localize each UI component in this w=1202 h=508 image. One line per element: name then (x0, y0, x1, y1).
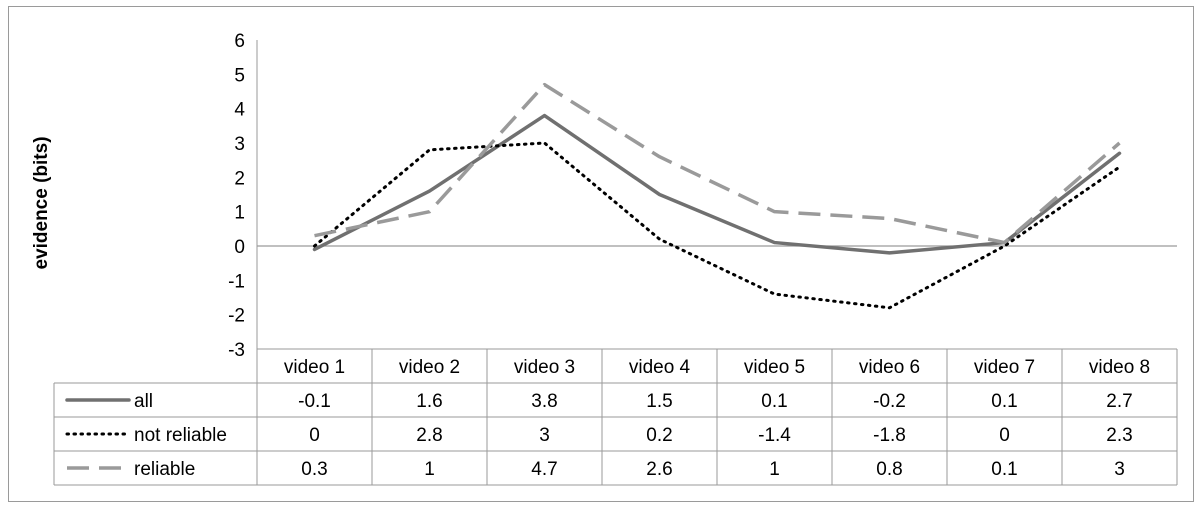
y-tick-label: -1 (228, 271, 245, 292)
series-line-reliable (314, 82, 1121, 245)
table-cell-value: 0.1 (761, 391, 787, 412)
category-label: video 1 (284, 357, 345, 378)
table-cell-value: 3 (539, 425, 550, 446)
y-tick-label: 4 (234, 100, 245, 121)
table-cell-value: -1.4 (758, 425, 791, 446)
table-cell-value: -1.8 (873, 425, 906, 446)
legend-label: reliable (134, 459, 195, 480)
table-cell-value: 0.3 (301, 459, 327, 480)
category-label: video 8 (1089, 357, 1150, 378)
y-tick-label: 5 (234, 65, 245, 86)
y-tick-label: -3 (228, 340, 245, 361)
table-cell-value: 3.8 (531, 391, 557, 412)
category-label: video 7 (974, 357, 1035, 378)
legend-label: all (134, 391, 153, 412)
category-label: video 5 (744, 357, 805, 378)
category-label: video 4 (629, 357, 691, 378)
table-cell-value: 2.7 (1106, 391, 1132, 412)
table-cell-value: 2.3 (1106, 425, 1132, 446)
series-line-all (312, 113, 1122, 255)
table-cell-value: 0.8 (876, 459, 902, 480)
y-tick-label: 2 (234, 168, 245, 189)
table-cell-value: 0.1 (991, 459, 1017, 480)
table-cell-value: -0.1 (298, 391, 331, 412)
y-axis-label: evidence (bits) (31, 136, 52, 269)
table-cell-value: 1 (424, 459, 435, 480)
category-label: video 6 (859, 357, 920, 378)
table-cell-value: 2.6 (646, 459, 672, 480)
legend-label: not reliable (134, 425, 227, 446)
category-label: video 2 (399, 357, 460, 378)
y-tick-label: 1 (234, 203, 245, 224)
y-tick-label: -2 (228, 306, 245, 327)
table-cell-value: 0.1 (991, 391, 1017, 412)
category-label: video 3 (514, 357, 575, 378)
table-cell-value: 2.8 (416, 425, 442, 446)
table-cell-value: 0 (999, 425, 1010, 446)
y-tick-label: 6 (234, 31, 245, 52)
series-line-not-reliable (313, 141, 1121, 310)
table-cell-value: 3 (1114, 459, 1125, 480)
data-table: video 1 video 2 video 3 video 4 video 5 video… (53, 348, 1178, 486)
table-cell-value: 0 (309, 425, 320, 446)
table-cell-value: 1.6 (416, 391, 442, 412)
y-tick-label: 3 (234, 134, 245, 155)
table-cell-value: 4.7 (531, 459, 557, 480)
series-lines (312, 82, 1122, 310)
y-tick-label: 0 (234, 237, 245, 258)
table-cell-value: 1 (769, 459, 780, 480)
table-cell-value: 0.2 (646, 425, 672, 446)
chart-frame: evidence (bits) 6 5 4 3 2 1 0 -1 -2 -3 video 1 vid… (8, 6, 1194, 502)
table-cell-value: -0.2 (873, 391, 906, 412)
axes: 6 5 4 3 2 1 0 -1 -2 -3 (228, 31, 1177, 361)
table-cell-value: 1.5 (646, 391, 672, 412)
